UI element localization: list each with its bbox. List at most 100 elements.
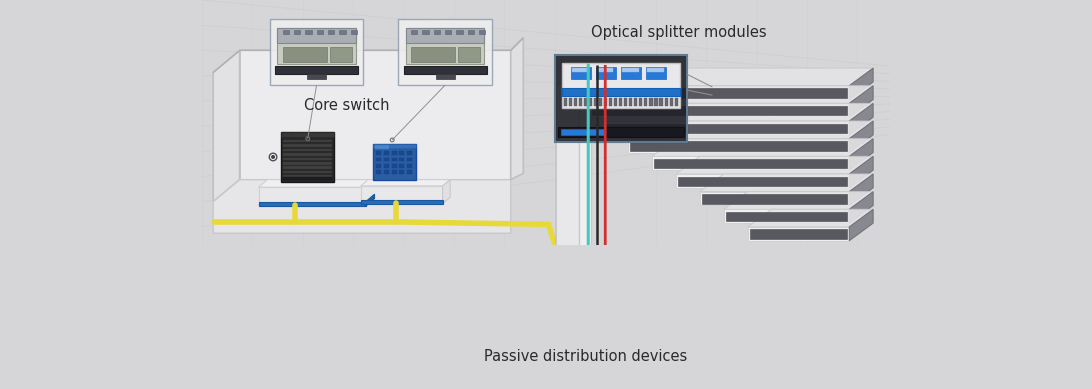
Bar	[400, 170, 404, 174]
Bar	[377, 164, 381, 168]
Bar	[604, 98, 607, 106]
Polygon shape	[654, 159, 847, 168]
Polygon shape	[562, 63, 679, 109]
Polygon shape	[571, 353, 641, 359]
Polygon shape	[283, 171, 332, 173]
Polygon shape	[404, 66, 487, 74]
Polygon shape	[850, 156, 874, 188]
Polygon shape	[283, 144, 332, 147]
Bar	[569, 98, 572, 106]
Polygon shape	[748, 209, 874, 227]
Bar	[665, 98, 667, 106]
Polygon shape	[275, 66, 358, 74]
Bar	[423, 30, 429, 34]
Bar	[584, 98, 587, 106]
Polygon shape	[406, 28, 484, 64]
Bar	[619, 98, 622, 106]
Polygon shape	[283, 158, 332, 160]
Polygon shape	[555, 56, 687, 142]
Bar	[555, 56, 687, 142]
Polygon shape	[283, 166, 332, 169]
Polygon shape	[281, 132, 334, 137]
Bar	[351, 30, 357, 34]
Polygon shape	[850, 103, 874, 135]
Bar	[660, 98, 663, 106]
Bar	[294, 30, 300, 34]
Polygon shape	[676, 156, 874, 174]
Polygon shape	[213, 51, 239, 202]
Bar	[411, 30, 417, 34]
Polygon shape	[678, 177, 847, 186]
Bar	[594, 98, 597, 106]
Bar	[399, 19, 491, 85]
Bar	[384, 170, 389, 174]
Bar	[644, 98, 648, 106]
Bar	[579, 98, 582, 106]
Polygon shape	[373, 144, 416, 147]
Polygon shape	[850, 86, 874, 117]
Bar	[406, 164, 412, 168]
Bar	[400, 151, 404, 155]
Bar	[317, 30, 323, 34]
Bar	[675, 98, 678, 106]
Bar	[598, 98, 602, 106]
Text: Optical splitter modules: Optical splitter modules	[591, 25, 767, 40]
Polygon shape	[281, 132, 334, 182]
Polygon shape	[702, 194, 847, 203]
Polygon shape	[406, 28, 484, 43]
Bar	[328, 30, 334, 34]
Polygon shape	[850, 139, 874, 170]
Polygon shape	[330, 47, 352, 62]
Polygon shape	[373, 144, 416, 180]
Polygon shape	[748, 227, 850, 241]
Polygon shape	[558, 127, 684, 137]
Bar	[625, 98, 627, 106]
Polygon shape	[442, 180, 450, 203]
Polygon shape	[556, 86, 850, 100]
Polygon shape	[375, 145, 389, 149]
Bar	[650, 98, 653, 106]
Polygon shape	[360, 180, 450, 186]
Bar	[573, 98, 577, 106]
Bar	[406, 170, 412, 174]
Polygon shape	[652, 156, 850, 170]
Bar	[589, 98, 592, 106]
Bar	[467, 30, 474, 34]
Polygon shape	[283, 140, 332, 142]
Bar	[384, 151, 389, 155]
Polygon shape	[459, 47, 480, 62]
Polygon shape	[360, 186, 442, 203]
Bar	[305, 30, 311, 34]
Bar	[340, 30, 345, 34]
Circle shape	[558, 361, 561, 365]
Polygon shape	[556, 68, 580, 356]
Polygon shape	[558, 88, 847, 98]
Bar	[633, 356, 641, 363]
Polygon shape	[726, 212, 847, 221]
Polygon shape	[562, 88, 679, 96]
Bar	[639, 98, 642, 106]
Polygon shape	[850, 121, 874, 152]
Polygon shape	[213, 180, 511, 233]
Polygon shape	[571, 359, 633, 373]
Polygon shape	[652, 139, 874, 156]
Polygon shape	[366, 180, 375, 206]
Bar	[392, 151, 396, 155]
Polygon shape	[579, 62, 592, 364]
Bar	[446, 30, 451, 34]
Polygon shape	[646, 67, 666, 79]
Polygon shape	[580, 86, 874, 103]
Bar	[283, 30, 288, 34]
Polygon shape	[283, 134, 292, 137]
Bar	[632, 355, 645, 364]
Bar	[654, 98, 657, 106]
Bar	[384, 164, 389, 168]
Polygon shape	[580, 330, 591, 336]
Polygon shape	[283, 175, 332, 178]
Polygon shape	[571, 370, 633, 373]
Bar	[434, 30, 440, 34]
Bar	[384, 158, 389, 161]
Polygon shape	[700, 192, 850, 205]
Polygon shape	[604, 121, 850, 135]
Polygon shape	[283, 177, 332, 180]
